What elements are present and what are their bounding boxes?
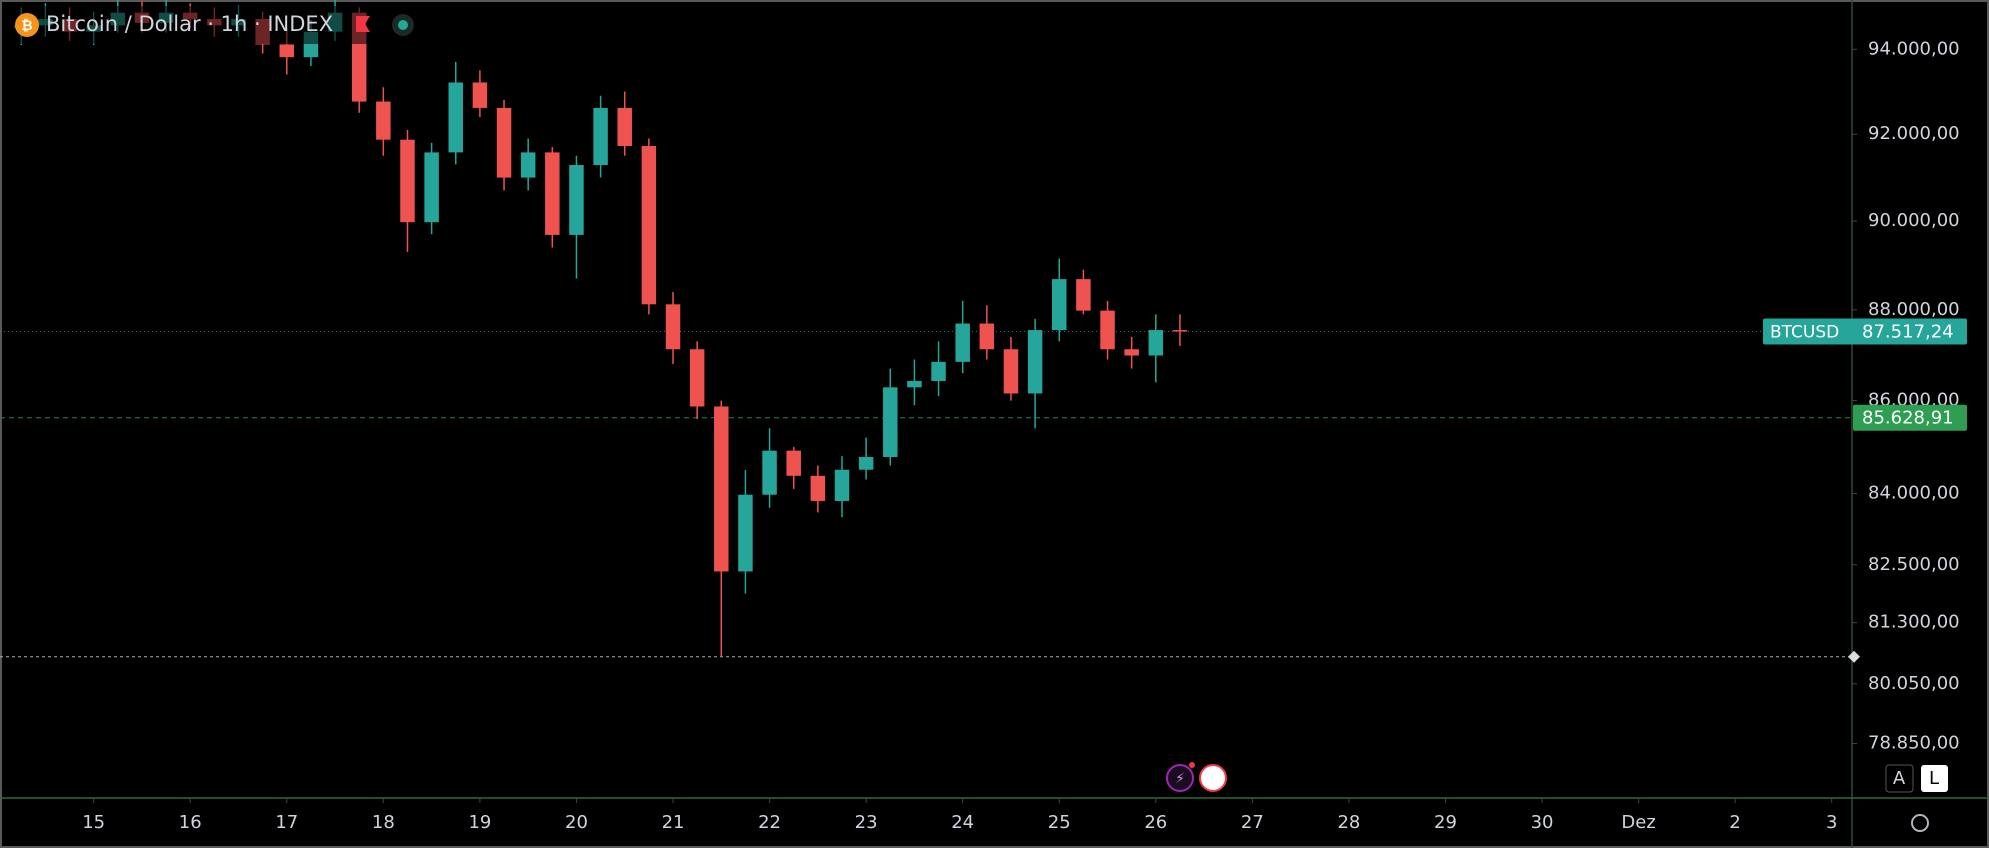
candle-body: [1100, 310, 1115, 350]
candle-body: [617, 107, 632, 147]
candle-body: [448, 82, 463, 153]
reference-price-tag: [1853, 404, 1967, 431]
x-tick-label: 3: [1826, 812, 1837, 833]
scale-controls: A L: [1885, 764, 1948, 832]
x-tick-label: 23: [855, 812, 878, 833]
x-tick-label: 22: [758, 812, 781, 833]
candle-body: [376, 101, 391, 140]
candle-body: [858, 456, 874, 470]
x-tick-label: Dez: [1621, 812, 1655, 833]
y-tick-label: 81.300,00: [1868, 612, 1960, 633]
coin-icon: [15, 13, 39, 37]
x-tick-label: 26: [1144, 812, 1167, 833]
x-tick-label: 19: [468, 812, 491, 833]
scale-button-label: L: [1929, 768, 1939, 789]
candle-body: [955, 323, 970, 362]
y-tick-label: 94.000,00: [1868, 38, 1960, 59]
candle-body: [931, 361, 946, 381]
x-tick-label: 29: [1434, 812, 1457, 833]
candle-body: [714, 406, 729, 572]
last-price-label: 87.517,24: [1862, 322, 1954, 343]
y-tick-label: 92.000,00: [1868, 123, 1960, 144]
candle-body: [738, 494, 753, 572]
y-tick-label: 82.500,00: [1868, 554, 1960, 575]
x-tick-label: 15: [82, 812, 105, 833]
candle-body: [762, 450, 777, 495]
candle-body: [641, 146, 657, 305]
candle-body: [593, 107, 608, 166]
candle-body: [1076, 279, 1091, 311]
y-tick-label: 80.050,00: [1868, 673, 1960, 694]
scale-button[interactable]: [1921, 765, 1948, 792]
candle-body: [1003, 349, 1019, 394]
y-tick-label: 78.850,00: [1868, 733, 1960, 754]
event-icon[interactable]: [1166, 764, 1194, 792]
candle-body: [400, 139, 415, 223]
scale-button[interactable]: [1885, 764, 1914, 793]
candle-body: [1124, 349, 1139, 356]
x-tick-label: 20: [565, 812, 588, 833]
y-tick-label: 88.000,00: [1868, 299, 1960, 320]
candle-body: [520, 152, 536, 178]
x-tick-label: 21: [662, 812, 685, 833]
event-glyph: ⚡: [1175, 771, 1185, 787]
x-tick-label: 24: [951, 812, 974, 833]
candle-body: [1148, 330, 1164, 356]
candle-body: [279, 44, 295, 58]
x-tick-label: 16: [179, 812, 202, 833]
x-tick-label: 27: [1241, 812, 1264, 833]
scale-button-label: A: [1893, 768, 1906, 789]
candle-body: [545, 152, 560, 235]
coin-glyph: ₿: [21, 18, 32, 34]
candle-body: [689, 349, 705, 407]
reference-price-label: 85.628,91: [1862, 408, 1954, 429]
candle-body: [786, 450, 801, 476]
candle-body: [834, 469, 850, 501]
candle-body: [883, 387, 898, 457]
x-tick-label: 17: [275, 812, 298, 833]
x-tick-label: 28: [1337, 812, 1360, 833]
candle-body: [665, 304, 681, 350]
symbol-tag: [1763, 318, 1855, 345]
candle-body: [1052, 279, 1067, 331]
header: ₿ Bitcoin / Dollar · 1h · INDEX: [8, 6, 428, 44]
x-tick-label: 18: [372, 812, 395, 833]
candle-body: [1027, 330, 1043, 394]
candle-body: [424, 152, 439, 223]
candle-body: [472, 82, 488, 108]
candle-body: [810, 475, 826, 501]
candle-body: [979, 323, 995, 350]
candle-body: [569, 165, 584, 235]
candle-body: [496, 107, 512, 178]
chart-title: Bitcoin / Dollar · 1h · INDEX: [46, 12, 333, 36]
events: ⚡: [1166, 762, 1227, 792]
candle-body: [1172, 330, 1188, 332]
status-dot: [398, 20, 408, 30]
x-tick-label: 2: [1729, 812, 1740, 833]
x-tick-label: 30: [1531, 812, 1554, 833]
settings-icon[interactable]: [1911, 814, 1929, 832]
last-price-tag: [1853, 318, 1967, 345]
y-tick-label: 90.000,00: [1868, 210, 1960, 231]
x-tick-label: 25: [1048, 812, 1071, 833]
event-badge: [1189, 762, 1195, 768]
candle-body: [907, 380, 922, 388]
y-tick-label: 84.000,00: [1868, 483, 1960, 504]
symbol-tag-label: BTCUSD: [1770, 323, 1839, 343]
flag-icon: [356, 16, 370, 32]
event-icon[interactable]: [1199, 764, 1227, 792]
low-line-marker: [1848, 650, 1860, 663]
